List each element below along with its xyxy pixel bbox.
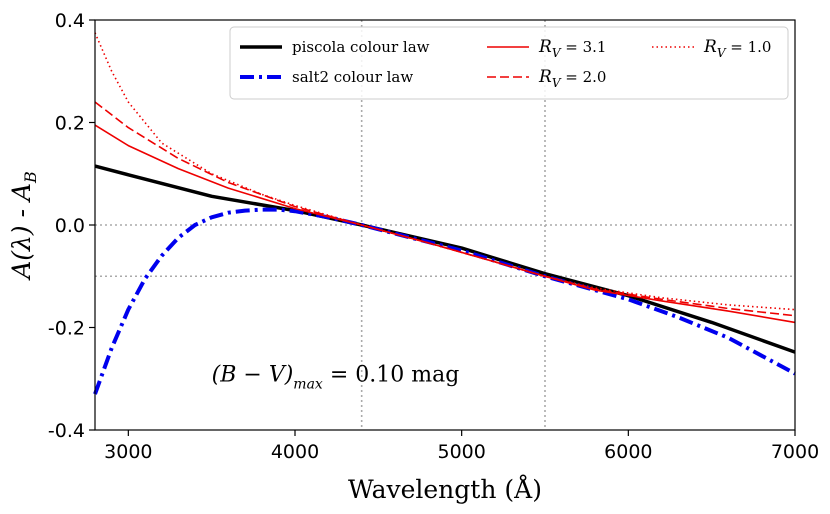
x-tick-label: 3000 — [104, 441, 152, 463]
y-tick-label: -0.2 — [48, 318, 85, 340]
y-axis-title-main: A(λ) - A — [7, 183, 36, 281]
series-line-0 — [94, 164, 796, 354]
y-tick-label: 0.2 — [55, 113, 85, 135]
annotation-rest: = 0.10 mag — [323, 363, 459, 388]
x-tick-label: 4000 — [271, 441, 319, 463]
y-axis-title: A(λ) - AB — [7, 171, 40, 281]
annotation-math: (B − V) — [212, 363, 294, 388]
annotation-bv-max: (B − V)max = 0.10 mag — [212, 363, 460, 393]
legend: piscola colour law salt2 colour law RV = 3… — [229, 26, 789, 100]
x-tick-label: 6000 — [604, 441, 652, 463]
y-axis-title-sub: B — [21, 171, 40, 184]
series-lines — [93, 32, 796, 395]
series-line-2 — [94, 124, 796, 324]
legend-label-3: RV = 2.0 — [538, 67, 606, 90]
series-line-4 — [94, 32, 796, 311]
x-tick-label: 5000 — [437, 441, 485, 463]
y-tick-label: -0.4 — [48, 420, 85, 442]
axis-ticks: 3000 4000 5000 6000 7000 -0.4 -0.2 0.0 0.2 0.4 — [48, 10, 819, 463]
annotation-sub: max — [293, 377, 323, 393]
series-line-3 — [94, 101, 796, 317]
x-axis-title: Wavelength (Å) — [348, 474, 542, 504]
legend-label-0: piscola colour law — [292, 38, 430, 56]
legend-label-4: RV = 1.0 — [703, 37, 771, 60]
legend-box — [229, 26, 789, 100]
y-tick-label: 0.0 — [55, 215, 85, 237]
x-tick-label: 7000 — [771, 441, 819, 463]
legend-label-1: salt2 colour law — [292, 68, 413, 86]
legend-label-2: RV = 3.1 — [538, 37, 606, 60]
y-tick-label: 0.4 — [55, 10, 85, 32]
